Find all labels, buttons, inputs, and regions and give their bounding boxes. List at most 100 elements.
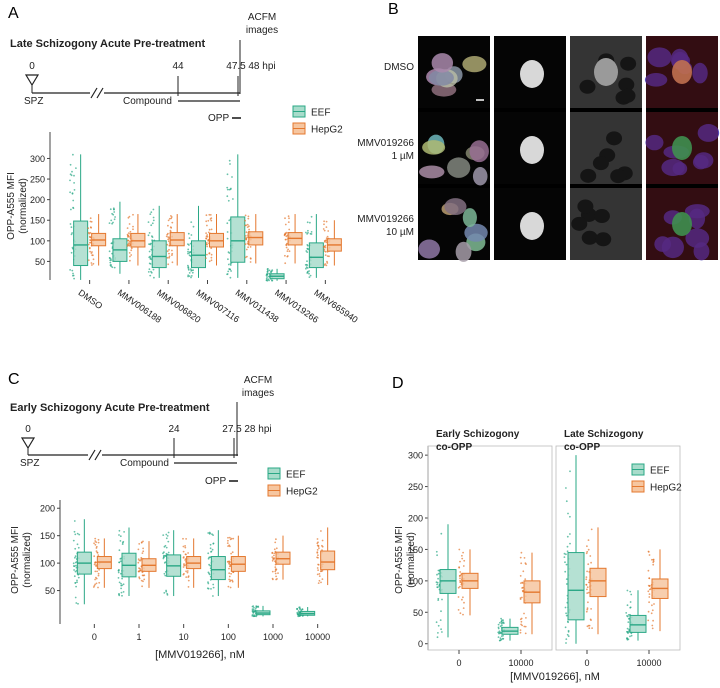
data-point (126, 245, 129, 247)
nucleus (694, 152, 714, 169)
data-point (626, 627, 629, 630)
data-point (648, 554, 651, 556)
data-point (567, 512, 569, 515)
data-point (186, 570, 189, 572)
data-point (525, 617, 527, 619)
nucleus-shadow (579, 79, 596, 94)
data-point (244, 235, 247, 237)
y-tick-label: 100 (40, 559, 55, 569)
data-point (524, 632, 527, 635)
timeline-c-t1: 24 (168, 424, 180, 435)
data-point (651, 558, 653, 561)
data-point (182, 573, 185, 576)
data-point (138, 559, 141, 562)
data-point (95, 541, 98, 544)
data-point (212, 586, 215, 589)
data-point (589, 555, 592, 557)
data-point (501, 637, 504, 640)
box-hepg2-4 (271, 535, 291, 581)
data-point (97, 538, 100, 541)
x-tick-label: 0 (456, 658, 461, 668)
data-point (207, 571, 210, 574)
data-point (162, 552, 164, 555)
y-tick-label: 300 (408, 451, 423, 461)
data-point (648, 596, 651, 598)
data-point (94, 537, 97, 540)
data-point (249, 261, 252, 263)
y-tick-label: 300 (30, 154, 45, 164)
box-iqr (629, 614, 647, 633)
data-point (323, 248, 326, 251)
data-point (519, 629, 522, 631)
facet-0: Early Schizogony co-OPP 0 10000 (427, 429, 553, 668)
data-point (182, 537, 184, 540)
nucleus (472, 167, 488, 186)
panel-letter-d: D (392, 375, 404, 392)
micro-cell (570, 188, 642, 260)
data-point (284, 217, 286, 220)
data-point (436, 573, 438, 576)
data-point (437, 572, 440, 575)
data-point (497, 623, 500, 626)
data-point (586, 592, 589, 594)
facet-subtitle: co-OPP (436, 442, 472, 453)
data-point (316, 538, 319, 540)
data-point (317, 563, 319, 566)
data-point (206, 234, 209, 236)
data-point (187, 264, 189, 267)
box-eef-2 (147, 205, 167, 279)
data-point (284, 254, 286, 257)
data-point (97, 586, 99, 589)
data-point (520, 551, 523, 554)
data-point (128, 243, 131, 245)
data-point (246, 226, 249, 229)
data-point (147, 234, 150, 237)
data-point (459, 612, 462, 615)
data-point (458, 548, 461, 551)
box-eef-1 (108, 201, 128, 274)
data-point (271, 556, 274, 558)
data-point (567, 635, 570, 638)
data-point (89, 241, 91, 244)
data-point (73, 569, 75, 571)
data-point (69, 179, 71, 182)
data-point (437, 599, 440, 601)
data-point (435, 621, 438, 624)
data-point (437, 632, 439, 634)
data-point (73, 530, 76, 533)
data-point (436, 554, 438, 557)
data-point (252, 605, 255, 607)
data-point (150, 270, 152, 273)
data-point (499, 639, 501, 642)
data-point (284, 223, 287, 226)
data-point (94, 583, 96, 586)
data-point (153, 276, 155, 279)
data-point (75, 585, 77, 588)
data-point (288, 217, 290, 220)
data-point (166, 233, 169, 236)
data-point (626, 630, 628, 633)
data-point (226, 195, 229, 198)
data-point (187, 579, 190, 582)
data-point (274, 572, 277, 575)
data-point (187, 252, 189, 255)
y-axis-label-sub: (normalized) (18, 178, 29, 234)
data-point (109, 261, 112, 264)
data-point (149, 274, 152, 277)
y-tick-label: 250 (30, 175, 45, 185)
data-point (163, 572, 166, 575)
nucleus-shadow (606, 131, 623, 146)
micro-cell (644, 36, 718, 108)
data-point (170, 216, 173, 218)
data-point (648, 601, 650, 604)
data-point (585, 552, 588, 555)
data-point (182, 545, 185, 548)
data-point (498, 630, 501, 633)
data-point (271, 552, 274, 554)
data-point (499, 637, 502, 640)
nucleus (644, 73, 668, 87)
data-point (288, 228, 291, 231)
data-point (228, 575, 231, 578)
data-point (210, 219, 213, 222)
data-point (565, 578, 568, 580)
